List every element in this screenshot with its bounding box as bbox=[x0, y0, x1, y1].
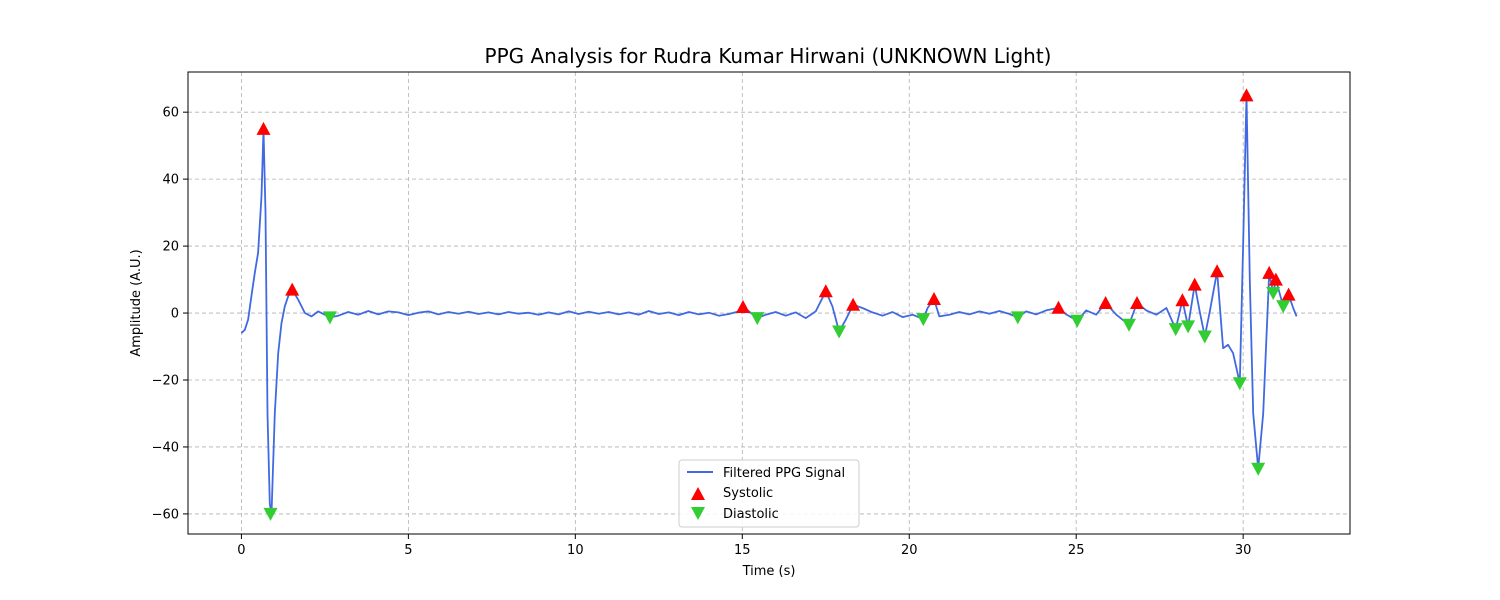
diastolic-marker bbox=[1276, 300, 1291, 314]
systolic-marker bbox=[1239, 88, 1254, 102]
y-axis-ticks: −60 −40 −20 0 20 40 60 bbox=[152, 106, 188, 522]
x-tick-label: 20 bbox=[901, 543, 918, 558]
systolic-marker bbox=[285, 282, 300, 296]
x-axis-label: Time (s) bbox=[742, 564, 796, 579]
diastolic-marker bbox=[1168, 323, 1183, 337]
y-tick-label: 40 bbox=[162, 173, 179, 188]
systolic-marker bbox=[1175, 293, 1190, 307]
y-tick-label: 20 bbox=[162, 240, 179, 255]
y-tick-label: −20 bbox=[152, 374, 179, 389]
legend-label-diastolic: Diastolic bbox=[723, 507, 779, 522]
legend-box bbox=[678, 459, 860, 528]
x-tick-label: 30 bbox=[1235, 543, 1252, 558]
diastolic-marker bbox=[1251, 462, 1266, 476]
diastolic-marker bbox=[1181, 320, 1196, 334]
systolic-marker bbox=[736, 300, 750, 313]
diastolic-marker bbox=[1010, 311, 1025, 325]
plot-area bbox=[240, 88, 1298, 521]
legend: Filtered PPG Signal Systolic Diastolic bbox=[678, 459, 860, 528]
x-tick-label: 15 bbox=[734, 543, 751, 558]
diastolic-marker bbox=[1070, 314, 1085, 328]
systolic-marker bbox=[1051, 300, 1066, 314]
y-tick-label: 60 bbox=[162, 106, 179, 121]
systolic-marker bbox=[1210, 264, 1225, 278]
diastolic-marker bbox=[1266, 287, 1281, 300]
y-tick-label: 0 bbox=[171, 307, 179, 322]
diastolic-marker bbox=[322, 311, 337, 325]
diastolic-marker bbox=[263, 507, 278, 521]
systolic-marker bbox=[846, 297, 861, 311]
plot-frame bbox=[187, 71, 1351, 535]
x-tick-label: 25 bbox=[1068, 543, 1085, 558]
x-tick-label: 0 bbox=[237, 543, 245, 558]
y-tick-label: −40 bbox=[152, 440, 179, 455]
legend-swatch-systolic bbox=[691, 487, 705, 500]
y-axis-label: Amplitude (A.U.) bbox=[129, 249, 144, 356]
x-tick-label: 5 bbox=[404, 543, 412, 558]
legend-label-signal: Filtered PPG Signal bbox=[723, 466, 845, 481]
diastolic-marker bbox=[750, 312, 765, 326]
systolic-marker bbox=[1098, 296, 1113, 309]
diastolic-marker bbox=[832, 325, 847, 339]
systolic-marker bbox=[1262, 265, 1277, 279]
diastolic-marker bbox=[916, 313, 931, 327]
systolic-marker bbox=[1268, 272, 1283, 286]
grid-lines bbox=[188, 72, 1350, 534]
diastolic-marker bbox=[1232, 377, 1247, 391]
legend-label-systolic: Systolic bbox=[723, 486, 773, 501]
diastolic-marker bbox=[1122, 318, 1136, 332]
x-tick-label: 10 bbox=[567, 543, 584, 558]
systolic-marker bbox=[1281, 287, 1296, 301]
systolic-marker bbox=[927, 292, 941, 305]
x-axis-ticks: 0 5 10 15 20 25 30 bbox=[237, 534, 1251, 558]
chart-title: PPG Analysis for Rudra Kumar Hirwani (UN… bbox=[485, 44, 1052, 68]
systolic-marker bbox=[256, 121, 271, 135]
y-tick-label: −60 bbox=[152, 507, 179, 522]
systolic-marker bbox=[818, 284, 833, 298]
legend-swatch-diastolic bbox=[691, 507, 705, 520]
diastolic-marker bbox=[1197, 330, 1212, 344]
systolic-marker bbox=[1187, 277, 1202, 291]
systolic-marker bbox=[1130, 296, 1144, 309]
